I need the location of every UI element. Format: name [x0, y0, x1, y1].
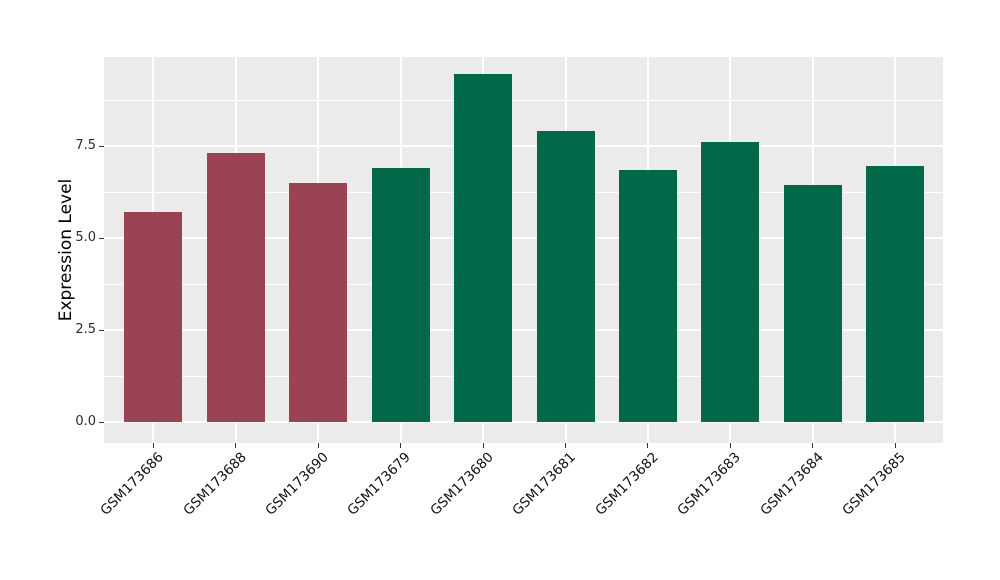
bar-GSM173690 [289, 182, 348, 422]
x-tick-mark [152, 443, 154, 448]
major-gridline [104, 329, 943, 331]
bar-GSM173681 [536, 131, 595, 422]
x-tick-label: GSM173684 [756, 449, 827, 519]
x-tick-mark [482, 443, 484, 448]
y-tick-label: 5.0 [75, 230, 96, 245]
x-tick-mark [317, 443, 319, 448]
major-gridline [104, 421, 943, 423]
x-tick-label: GSM173681 [509, 449, 580, 519]
bar-GSM173688 [206, 153, 265, 422]
x-tick-label: GSM173685 [839, 449, 909, 519]
y-tick-label: 2.5 [75, 322, 96, 337]
x-tick-label: GSM173683 [674, 449, 744, 519]
x-tick-label: GSM173682 [592, 449, 662, 519]
x-tick-mark [235, 443, 237, 448]
y-tick-mark [99, 237, 104, 239]
y-tick-label: 0.0 [75, 414, 96, 429]
bar-GSM173683 [701, 142, 760, 422]
bar-GSM173684 [783, 184, 842, 422]
y-tick-mark [99, 329, 104, 331]
x-tick-label: GSM173688 [179, 449, 250, 519]
x-tick-label: GSM173680 [427, 449, 497, 519]
bar-GSM173682 [618, 169, 677, 422]
bar-GSM173679 [371, 168, 430, 422]
bar-GSM173686 [124, 212, 183, 422]
x-tick-mark [729, 443, 731, 448]
x-tick-label: GSM173679 [344, 449, 415, 519]
y-tick-mark [99, 421, 104, 423]
plot-panel [104, 57, 943, 443]
x-tick-mark [565, 443, 566, 448]
x-tick-mark [400, 443, 402, 448]
bar-GSM173680 [454, 74, 513, 422]
minor-gridline [104, 283, 943, 285]
bar-GSM173685 [866, 166, 925, 422]
major-gridline [104, 145, 943, 147]
x-tick-mark [894, 443, 896, 448]
minor-gridline [104, 375, 943, 377]
minor-gridline [104, 191, 943, 193]
y-tick-label: 7.5 [75, 138, 96, 153]
major-gridline [104, 237, 943, 239]
x-tick-label: GSM173690 [262, 449, 332, 519]
y-tick-mark [99, 145, 104, 147]
x-tick-label: GSM173686 [97, 449, 167, 519]
minor-gridline [104, 99, 943, 101]
y-axis-title: Expression Level [56, 178, 76, 322]
x-tick-mark [812, 443, 814, 448]
x-tick-mark [647, 443, 649, 448]
